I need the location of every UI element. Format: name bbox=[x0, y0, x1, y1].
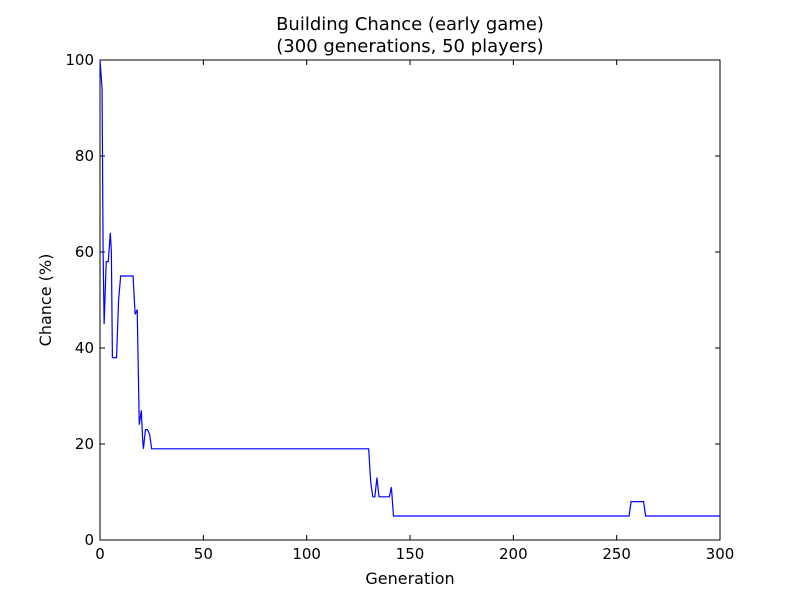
x-tick-label: 250 bbox=[602, 545, 631, 563]
x-tick-label: 50 bbox=[194, 545, 213, 563]
x-tick-label: 0 bbox=[95, 545, 105, 563]
x-tick-label: 300 bbox=[706, 545, 735, 563]
chart-subtitle: (300 generations, 50 players) bbox=[276, 36, 543, 57]
x-tick-label: 150 bbox=[396, 545, 425, 563]
y-tick-label: 100 bbox=[65, 51, 94, 69]
series-layer bbox=[99, 59, 720, 517]
y-axis-label: Chance (%) bbox=[36, 254, 55, 347]
y-tick-label: 20 bbox=[75, 435, 94, 453]
x-axis-label: Generation bbox=[365, 569, 454, 588]
y-axis: 0 20 40 60 80 100 bbox=[65, 51, 720, 549]
x-tick-label: 100 bbox=[292, 545, 321, 563]
y-tick-label: 0 bbox=[84, 531, 94, 549]
y-tick-label: 40 bbox=[75, 339, 94, 357]
x-tick-label: 200 bbox=[499, 545, 528, 563]
x-axis: 0 50 100 150 200 250 300 bbox=[95, 60, 734, 563]
y-tick-label: 80 bbox=[75, 147, 94, 165]
plot-area-frame bbox=[99, 59, 721, 541]
chart-title: Building Chance (early game) bbox=[276, 14, 544, 35]
y-tick-label: 60 bbox=[75, 243, 94, 261]
series-line-0 bbox=[99, 59, 720, 517]
